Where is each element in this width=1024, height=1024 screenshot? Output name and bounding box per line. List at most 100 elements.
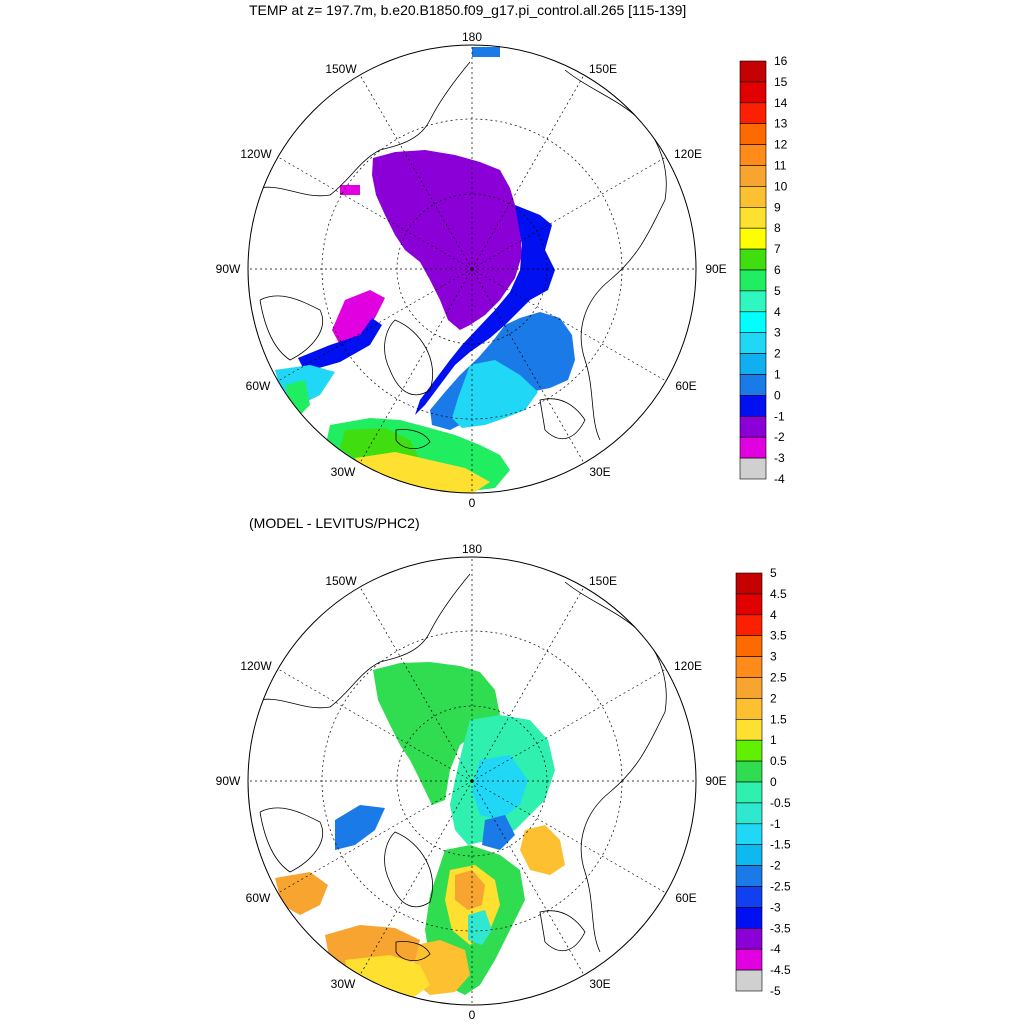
top-colorbar-swatch — [739, 311, 767, 333]
bottom-map-fields — [275, 662, 565, 1000]
bottom-colorbar-swatch — [735, 781, 763, 804]
bottom-colorbar-label: 1 — [770, 733, 777, 747]
top-map-fields — [275, 47, 575, 493]
bottom-colorbar-label: -2 — [770, 859, 781, 873]
bottom-lon-label: 120W — [240, 659, 272, 673]
bottom-colorbar-label: -2.5 — [770, 880, 791, 894]
bottom-colorbar-label: 4 — [770, 608, 777, 622]
bottom-colorbar-swatch — [735, 572, 763, 595]
top-colorbar-swatch — [739, 457, 767, 480]
bottom-colorbar: 5 4.5 4 3.5 3 2.5 2 1.5 1 0.5 0 -0.5 -1 -1.5 -2 -2.5 -3 -… — [735, 566, 791, 998]
top-colorbar-label: 14 — [774, 96, 788, 110]
top-lon-labels: 180 150E 120E 90E 60E 30E 0 30W 60W 90W … — [216, 30, 727, 510]
bottom-lon-label: 60W — [246, 891, 271, 905]
bottom-colorbar-label: -4 — [770, 942, 781, 956]
bottom-graticule — [248, 557, 696, 1005]
top-field-caa-bit — [340, 185, 360, 195]
top-field-margin-0 — [415, 205, 555, 415]
bottom-colorbar-label: -3 — [770, 900, 781, 914]
bot-field-kara-2 — [520, 825, 565, 875]
top-colorbar-label: 1 — [774, 368, 781, 382]
top-field-baffin-minus2 — [332, 290, 385, 345]
bottom-panel-title: (MODEL - LEVITUS/PHC2) — [249, 515, 420, 531]
top-map-border — [247, 44, 697, 494]
bottom-colorbar-swatch — [735, 677, 763, 699]
bottom-colorbar-label: 0.5 — [770, 754, 787, 768]
bottom-lon-label: 30W — [331, 977, 356, 991]
bottom-lon-label: 30E — [589, 977, 610, 991]
top-colorbar-label: 7 — [774, 242, 781, 256]
bottom-colorbar-label: -5 — [770, 984, 781, 998]
top-lon-label: 120E — [674, 147, 702, 161]
top-colorbar-label: 13 — [774, 117, 788, 131]
top-colorbar-swatch — [739, 374, 767, 396]
top-colorbar-label: 11 — [774, 159, 787, 173]
top-lon-label: 60W — [246, 379, 271, 393]
top-colorbar-label: 2 — [774, 347, 781, 361]
top-colorbar-label: 8 — [774, 221, 781, 235]
bottom-colorbar-swatch — [735, 844, 763, 866]
top-field-barents-4 — [452, 360, 538, 428]
bottom-colorbar-swatch — [735, 656, 763, 678]
bottom-colorbar-swatch — [735, 802, 763, 825]
bottom-colorbar-swatch — [735, 969, 763, 992]
top-colorbar-label: 0 — [774, 388, 781, 402]
bottom-lon-label: 0 — [469, 1008, 476, 1022]
top-colorbar-label: 9 — [774, 200, 781, 214]
bot-field-vortex-minus0p5 — [468, 910, 492, 945]
top-colorbar-label: -4 — [774, 472, 785, 486]
top-colorbar-label: 16 — [774, 54, 788, 68]
bottom-colorbar-swatch — [735, 865, 763, 887]
top-colorbar-swatch — [739, 290, 767, 313]
top-field-bering-bit — [472, 47, 500, 57]
bottom-colorbar-swatch — [735, 614, 763, 636]
top-colorbar-label: -2 — [774, 430, 785, 444]
bot-field-fram-minus2 — [482, 815, 515, 850]
top-lon-label: 120W — [240, 147, 272, 161]
top-colorbar-label: 10 — [774, 179, 788, 193]
bottom-colorbar-label: 1.5 — [770, 712, 787, 726]
bottom-colorbar-swatch — [735, 823, 763, 845]
bottom-polar-map: 180 150E 120E 90E 60E 30E 0 30W 60W 90W … — [216, 542, 791, 1022]
bot-field-barents-2p5 — [455, 870, 485, 910]
top-lon-label: 90E — [705, 262, 726, 276]
top-lon-label: 30E — [589, 465, 610, 479]
bottom-lon-label: 150E — [589, 574, 617, 588]
bottom-colorbar-swatch — [735, 907, 763, 929]
bottom-colorbar-label: 0 — [770, 775, 777, 789]
bottom-colorbar-label: 2 — [770, 691, 777, 705]
bot-field-labrador-2 — [275, 872, 328, 915]
top-panel-title: TEMP at z= 197.7m, b.e20.B1850.f09_g17.p… — [249, 2, 687, 18]
bottom-lon-label: 120E — [674, 659, 702, 673]
bottom-colorbar-swatch — [735, 635, 763, 657]
bottom-lon-label: 90W — [216, 774, 241, 788]
bottom-colorbar-label: 2.5 — [770, 671, 787, 685]
top-colorbar-swatch — [739, 102, 767, 125]
bottom-colorbar-swatch — [735, 948, 763, 971]
bottom-lon-label: 90E — [705, 774, 726, 788]
bottom-lon-label: 180 — [462, 542, 482, 556]
top-lon-label: 180 — [462, 30, 482, 44]
bottom-colorbar-swatch — [735, 718, 763, 741]
top-colorbar-label: 6 — [774, 263, 781, 277]
top-colorbar-swatch — [739, 269, 767, 292]
top-lon-label: 150E — [589, 62, 617, 76]
top-colorbar-label: 3 — [774, 326, 781, 340]
bottom-colorbar-swatch — [735, 698, 763, 720]
top-lon-label: 0 — [469, 496, 476, 510]
bottom-colorbar-label: -1.5 — [770, 838, 791, 852]
bottom-lon-labels: 180 150E 120E 90E 60E 30E 0 30W 60W 90W … — [216, 542, 727, 1022]
top-field-basin-minus1 — [372, 150, 522, 330]
bottom-colorbar-label: -1 — [770, 817, 781, 831]
top-lon-label: 90W — [216, 262, 241, 276]
top-colorbar-swatch — [739, 165, 767, 187]
top-polar-map: 180 150E 120E 90E 60E 30E 0 30W 60W 90W … — [216, 30, 788, 510]
top-colorbar-swatch — [739, 123, 767, 145]
bot-field-baffin-minus2 — [335, 805, 385, 850]
top-colorbar-swatch — [739, 436, 767, 459]
bottom-colorbar-label: 3.5 — [770, 629, 787, 643]
top-lon-label: 30W — [331, 465, 356, 479]
top-colorbar-swatch — [739, 81, 767, 104]
